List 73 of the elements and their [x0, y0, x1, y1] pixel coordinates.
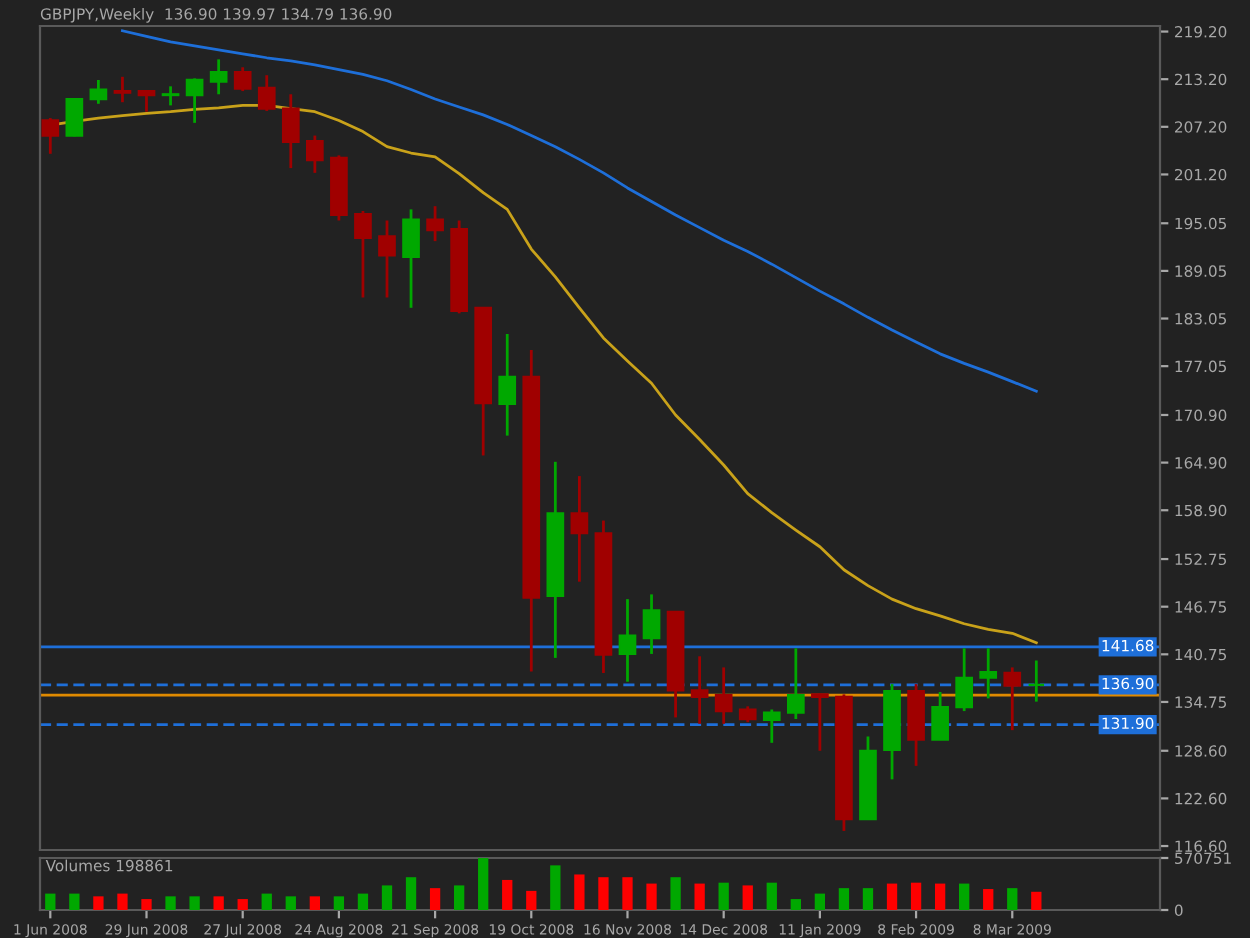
- candlestick: [618, 597, 637, 684]
- bar: [550, 865, 561, 910]
- bar: [381, 885, 393, 910]
- bar: [622, 877, 633, 910]
- bar: [670, 877, 681, 910]
- candlestick: [498, 332, 517, 438]
- candlestick: [257, 73, 276, 113]
- bar: [45, 893, 56, 910]
- candlestick: [209, 57, 228, 96]
- candlestick: [690, 654, 709, 726]
- bar: [646, 883, 657, 910]
- bar: [862, 888, 874, 910]
- candlestick: [113, 75, 132, 104]
- bar: [93, 896, 104, 910]
- bar: [141, 899, 152, 910]
- bar: [574, 874, 585, 910]
- bar: [453, 885, 465, 910]
- bar: [189, 896, 200, 910]
- candlestick: [762, 708, 781, 745]
- bar: [261, 893, 272, 910]
- candlestick: [233, 65, 252, 93]
- candlestick: [1027, 659, 1046, 704]
- bar: [478, 858, 489, 910]
- candlestick: [306, 134, 324, 175]
- candlestick: [642, 593, 661, 656]
- candlestick: [41, 116, 60, 156]
- bar: [959, 883, 970, 910]
- bar: [502, 879, 513, 910]
- bar: [910, 882, 922, 910]
- bar: [1031, 891, 1042, 910]
- candlestick: [185, 77, 204, 125]
- candlestick: [426, 204, 444, 243]
- bar: [405, 877, 417, 910]
- candlestick: [65, 96, 84, 138]
- bar: [814, 893, 826, 910]
- bar: [790, 899, 801, 910]
- line-series: [121, 29, 1038, 393]
- bar: [285, 896, 296, 910]
- bar: [429, 888, 441, 910]
- bar: [333, 896, 345, 910]
- bar: [886, 883, 898, 910]
- candlestick: [354, 209, 372, 299]
- candlestick: [786, 646, 805, 721]
- bar: [526, 890, 537, 910]
- candlestick: [1003, 666, 1022, 732]
- bar: [237, 899, 248, 910]
- candlestick: [931, 690, 949, 742]
- candlestick: [979, 646, 998, 700]
- bar: [117, 893, 128, 910]
- candlestick: [137, 89, 156, 114]
- candlestick: [955, 646, 974, 713]
- bar: [1007, 888, 1018, 910]
- bar: [213, 896, 224, 910]
- candlestick: [161, 84, 180, 107]
- bar: [357, 893, 369, 910]
- candlestick: [89, 78, 108, 106]
- candlestick: [714, 666, 733, 726]
- bar: [598, 877, 609, 910]
- bar: [718, 882, 729, 910]
- bar: [694, 883, 705, 910]
- bar: [838, 888, 850, 910]
- bar: [934, 883, 946, 910]
- bar: [165, 896, 176, 910]
- candlestick: [402, 207, 420, 310]
- bar: [309, 896, 320, 910]
- candlestick: [570, 474, 589, 584]
- bar: [983, 889, 994, 910]
- bar: [766, 882, 777, 910]
- candlestick: [811, 692, 829, 753]
- candlestick: [281, 92, 300, 170]
- candlestick: [378, 219, 396, 299]
- bar: [742, 885, 753, 910]
- bar: [69, 893, 80, 910]
